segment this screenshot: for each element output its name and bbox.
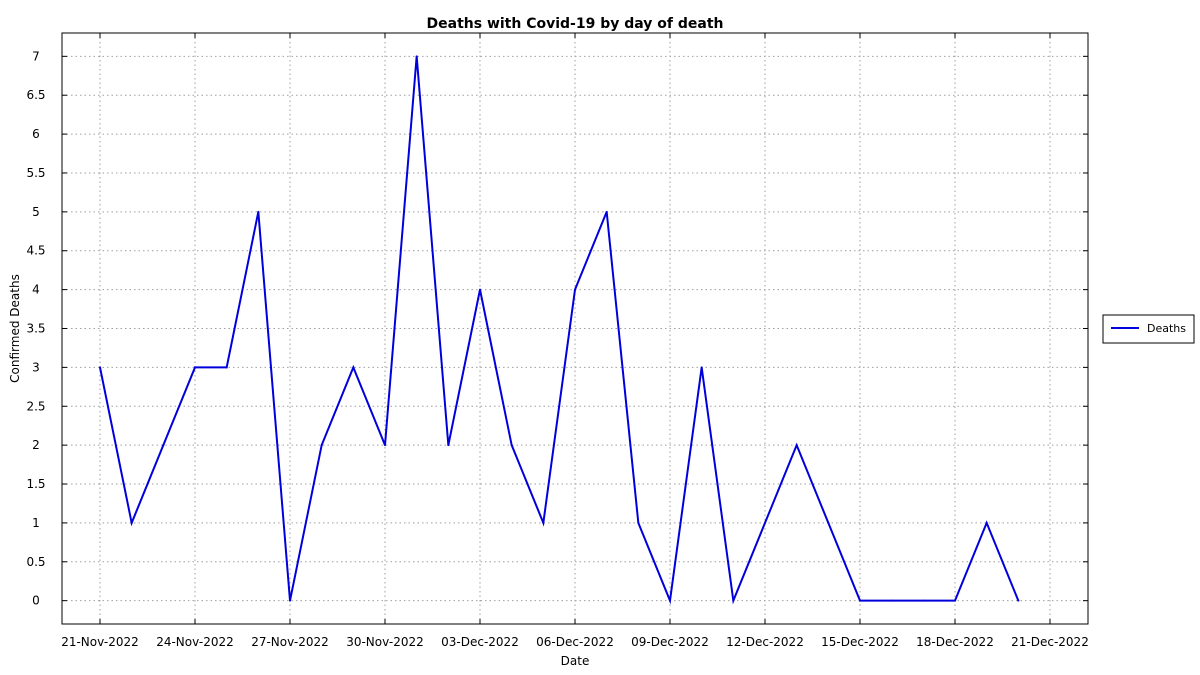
data-point: [859, 599, 861, 602]
data-point: [732, 599, 735, 602]
y-tick-label: 2.5: [26, 399, 45, 413]
data-point: [510, 444, 513, 447]
data-point: [605, 210, 608, 213]
y-tick-label: 2: [32, 438, 40, 452]
data-point: [384, 444, 386, 447]
data-point: [320, 444, 323, 447]
data-point: [764, 521, 766, 524]
chart-title: Deaths with Covid-19 by day of death: [427, 16, 724, 32]
x-tick-label: 03-Dec-2022: [441, 635, 519, 649]
data-point: [700, 366, 703, 369]
series-layer: [99, 55, 1020, 605]
y-tick-label: 1.5: [26, 477, 45, 491]
data-point: [130, 521, 133, 524]
x-tick-label: 15-Dec-2022: [821, 635, 899, 649]
x-tick-label: 24-Nov-2022: [156, 635, 234, 649]
data-point: [447, 444, 450, 447]
data-point: [669, 599, 671, 602]
y-tick-label: 6: [32, 127, 40, 141]
data-point: [162, 444, 165, 447]
x-tick-label: 18-Dec-2022: [916, 635, 994, 649]
x-tick-label: 21-Nov-2022: [61, 635, 139, 649]
data-point: [352, 366, 355, 369]
data-point: [225, 366, 228, 369]
data-point: [827, 521, 830, 524]
data-point: [890, 599, 893, 602]
data-point: [479, 288, 481, 291]
series-line-deaths: [99, 56, 1020, 605]
data-point: [795, 444, 798, 447]
data-point: [415, 55, 418, 58]
data-point: [954, 599, 956, 602]
data-point: [542, 521, 545, 524]
data-point: [194, 366, 196, 369]
y-tick-label: 4.5: [26, 244, 45, 258]
x-tick-label: 06-Dec-2022: [536, 635, 614, 649]
data-point: [922, 599, 925, 602]
legend-label: Deaths: [1147, 322, 1186, 335]
data-point: [574, 288, 576, 291]
y-tick-label: 0: [32, 594, 40, 608]
x-tick-label: 27-Nov-2022: [251, 635, 329, 649]
y-tick-label: 4: [32, 283, 40, 297]
y-tick-label: 1: [32, 516, 40, 530]
y-tick-label: 3.5: [26, 322, 45, 336]
x-axis-title: Date: [561, 654, 590, 668]
y-tick-label: 7: [32, 49, 40, 63]
data-point: [1017, 599, 1020, 602]
data-point: [289, 599, 291, 602]
x-tick-label: 21-Dec-2022: [1011, 635, 1089, 649]
y-tick-label: 6.5: [26, 88, 45, 102]
axis-ticks: 0 0.5 1 1.5 2 2.5 3 3.5 4 4.5 5 5.5 6 6.5 7 21-Nov-2022…: [26, 33, 1089, 649]
x-tick-label: 12-Dec-2022: [726, 635, 804, 649]
data-point: [637, 521, 640, 524]
y-tick-label: 5.5: [26, 166, 45, 180]
x-tick-label: 30-Nov-2022: [346, 635, 424, 649]
y-tick-label: 5: [32, 205, 40, 219]
y-axis-title: Confirmed Deaths: [8, 274, 22, 383]
y-tick-label: 3: [32, 360, 40, 374]
legend: Deaths: [1102, 314, 1195, 344]
grid: [62, 33, 1088, 624]
y-tick-label: 0.5: [26, 555, 45, 569]
data-point: [257, 210, 260, 213]
data-point: [99, 366, 101, 369]
x-tick-label: 09-Dec-2022: [631, 635, 709, 649]
data-point: [985, 521, 988, 524]
